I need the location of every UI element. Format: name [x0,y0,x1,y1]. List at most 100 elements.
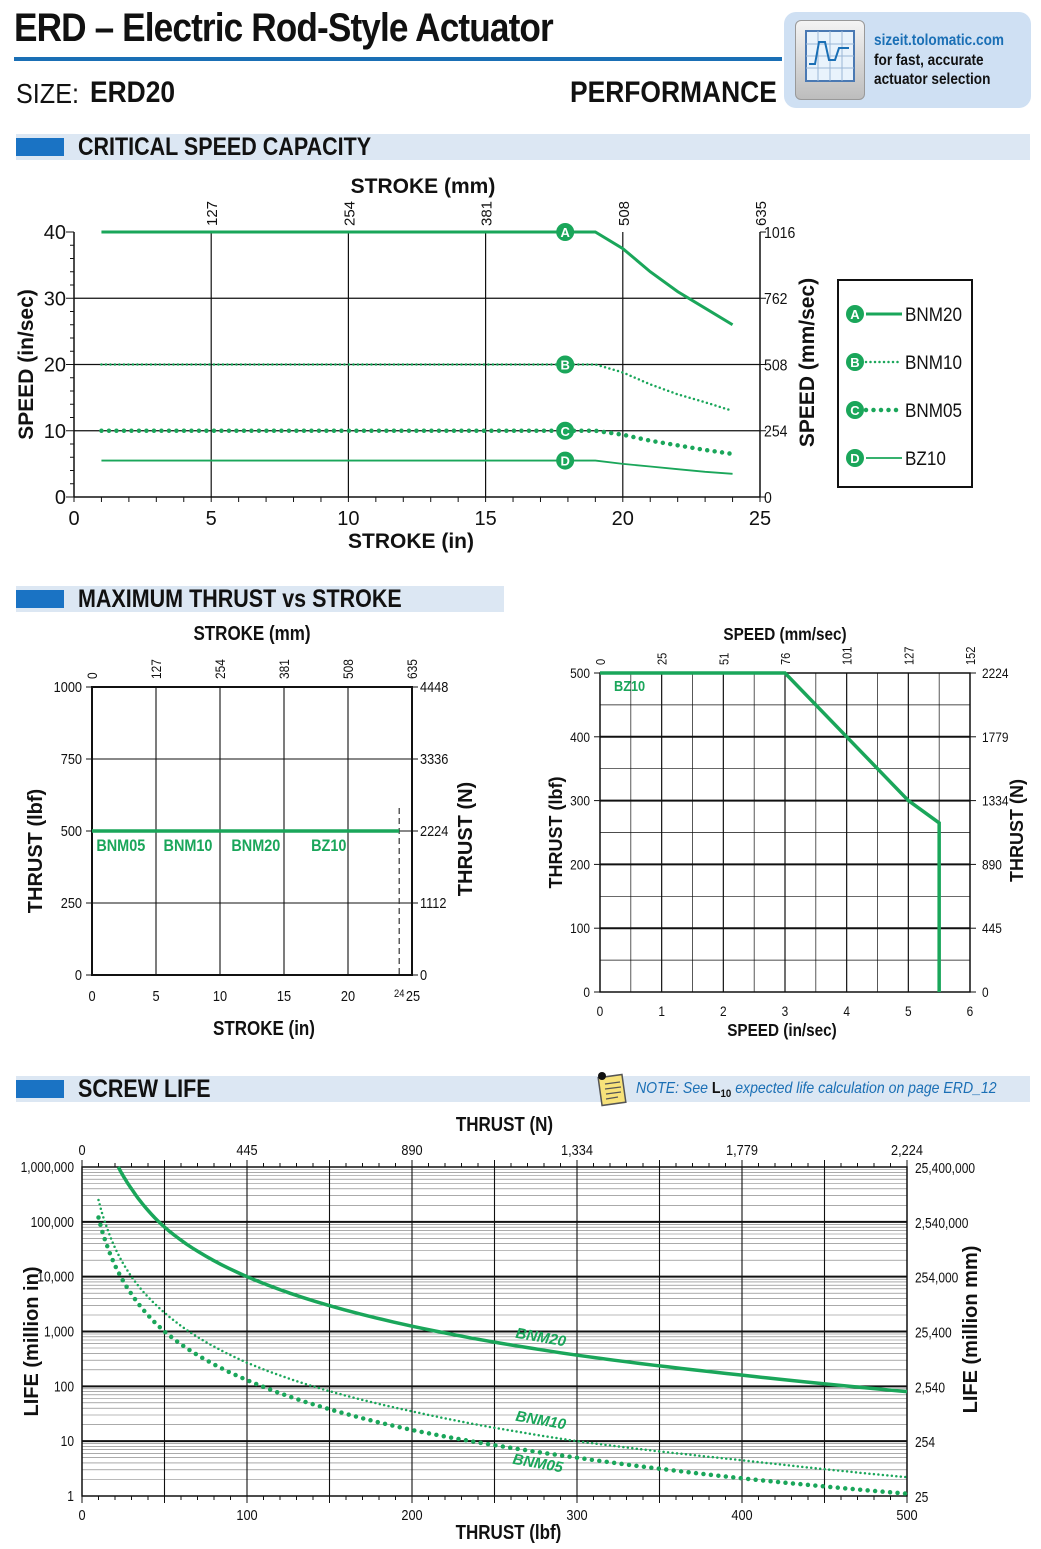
x-top-tick-label: 1,779 [726,1141,758,1158]
y-tick-label: 0 [583,984,590,1000]
x-top-tick-label: 127 [148,659,164,679]
x-top-axis-title: STROKE (mm) [351,175,496,198]
series-marker-d [556,451,575,470]
life-curve-bnm05 [96,1215,910,1496]
y-tick-label: 0 [75,966,82,983]
y-right-tick-label: 2,540 [915,1379,945,1396]
y-tick-label: 250 [61,894,82,911]
x-tick-label: 5 [905,1003,912,1019]
y-axis-title: THRUST (lbf) [546,777,566,889]
series-annotation: BNM05 [96,837,145,855]
y-tick-label: 40 [44,222,66,244]
section-title-thrust: MAXIMUM THRUST vs STROKE [78,585,402,613]
y-tick-label: 750 [61,750,82,767]
x-tick-label: 5 [206,508,217,530]
y-tick-label: 1,000 [44,1323,74,1340]
legend-label: BZ10 [905,448,946,469]
x-top-axis-title: SPEED (mm/sec) [723,624,846,644]
y-tick-label: 200 [570,856,590,872]
y-right-tick-label: 0 [420,966,427,983]
life-curve-bnm20 [116,1166,908,1394]
x-axis-title: THRUST (lbf) [456,1521,562,1544]
series-annotation: BZ10 [311,837,347,855]
x-top-tick-label: 76 [778,652,793,665]
y-right-tick-label: 1779 [982,729,1008,745]
page-title: ERD – Electric Rod-Style Actuator [14,6,554,50]
series-marker-letter: B [560,358,569,373]
y-tick-label: 500 [61,822,82,839]
y-tick-label: 100 [570,920,590,936]
y-right-tick-label: 762 [764,290,787,308]
legend-marker-letter: A [850,307,860,322]
x-top-tick-label: 635 [404,659,420,679]
y-tick-label: 1 [67,1488,74,1505]
y-tick-label: 1,000,000 [21,1159,75,1176]
y-tick-label: 400 [570,729,590,745]
life-curve-bnm10 [97,1198,909,1479]
section-marker-critical [16,138,64,156]
x-tick-label: 25 [749,508,771,530]
section-marker-life [16,1080,64,1098]
x-axis-title: STROKE (in) [348,530,474,553]
y-right-axis-title: SPEED (mm/sec) [796,278,819,447]
series-line-bnm10 [100,363,734,413]
y-right-tick-label: 2,540,000 [915,1215,969,1232]
section-performance: PERFORMANCE [570,76,777,109]
x-tick-label: 300 [566,1506,587,1523]
life-note-suffix: expected life calculation on page ERD_12 [731,1080,997,1097]
x-top-axis-title: THRUST (N) [456,1113,553,1136]
y-right-tick-label: 1334 [982,793,1008,809]
x-top-tick-label: 508 [340,659,356,679]
legend-label: BNM10 [905,352,962,373]
x-top-tick-label: 0 [78,1141,85,1158]
y-tick-label: 10 [61,1433,75,1450]
y-tick-label: 0 [55,487,66,509]
x-tick-label: 15 [474,508,496,530]
series-line-bnm20 [101,230,734,327]
section-title-life: SCREW LIFE [78,1075,211,1103]
y-right-tick-label: 2224 [420,822,449,839]
section-marker-thrust [16,590,64,608]
x-tick-label: 0 [88,987,95,1004]
life-note-prefix: NOTE: See [636,1080,712,1097]
y-tick-label: 100,000 [31,1214,75,1231]
x-tick-label: 10 [213,987,227,1004]
size-value: ERD20 [90,76,176,109]
x-top-tick-label: 635 [753,201,770,226]
x-top-tick-label: 25 [655,652,670,665]
max-stroke-label: 24 [394,988,405,1000]
x-top-tick-label: 51 [716,652,731,665]
x-tick-label: 15 [277,987,291,1004]
series-marker-letter: C [560,424,570,439]
series-annotation: BZ10 [614,677,645,694]
life-note-l: L [711,1080,721,1097]
x-top-tick-label: 381 [276,659,292,679]
series-annotation: BNM10 [164,837,213,855]
legend-marker [846,449,864,467]
x-tick-label: 500 [896,1506,917,1523]
y-right-tick-label: 445 [982,920,1002,936]
x-top-tick-label: 0 [84,672,100,679]
series-annotation: BNM20 [231,837,280,855]
y-right-tick-label: 0 [982,984,989,1000]
x-top-tick-label: 101 [840,646,855,665]
x-tick-label: 4 [843,1003,850,1019]
x-top-tick-label: 0 [593,659,608,665]
legend-marker-letter: D [850,451,859,466]
promo-text-line1: for fast, accurate [874,52,984,69]
x-tick-label: 400 [731,1506,752,1523]
y-right-tick-label: 4448 [420,678,449,695]
size-label: SIZE: [16,78,80,109]
promo-url-link[interactable]: sizeit.tolomatic.com [874,32,1004,49]
y-tick-label: 20 [44,355,66,377]
series-line-bz10 [101,459,733,475]
y-right-tick-label: 25,400,000 [915,1160,975,1177]
legend-marker [846,401,864,419]
y-right-axis-title: LIFE (million mm) [960,1246,982,1414]
y-tick-label: 30 [44,288,66,310]
x-tick-label: 20 [612,508,634,530]
y-axis-title: SPEED (in/sec) [15,289,38,440]
y-right-axis-title: THRUST (N) [1007,779,1027,882]
y-tick-label: 100 [54,1378,74,1395]
